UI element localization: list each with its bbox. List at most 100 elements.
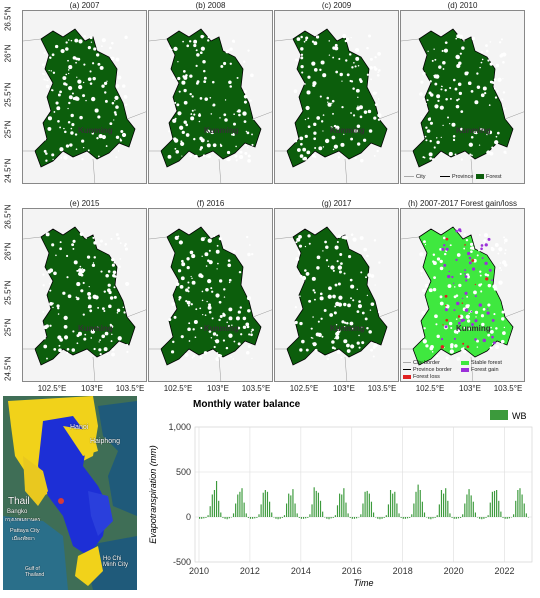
non-forest-patch: [316, 116, 320, 120]
non-forest-patch: [100, 66, 104, 70]
non-forest-patch: [204, 252, 208, 256]
non-forest-patch: [216, 250, 220, 254]
non-forest-patch: [301, 54, 303, 56]
non-forest-patch: [190, 113, 192, 115]
non-forest-patch: [76, 282, 80, 286]
non-forest-patch: [68, 86, 72, 90]
wb-bar: [441, 490, 442, 517]
non-forest-patch: [476, 72, 478, 74]
non-forest-patch: [49, 325, 51, 327]
non-forest-patch: [486, 150, 490, 154]
non-forest-patch: [194, 109, 195, 110]
city-label: Kunming: [456, 126, 491, 135]
map-panel: Kunming: [22, 10, 147, 184]
wb-bar: [464, 504, 465, 518]
satellite-water-balance-map: Hanoi Haiphong Thail Bangko กรุงเทพมหานค…: [3, 396, 137, 590]
non-forest-patch: [295, 257, 299, 261]
non-forest-patch: [83, 338, 86, 341]
non-forest-patch: [321, 60, 325, 64]
map-panel-title: (f) 2016: [148, 199, 273, 208]
label-thailand: Thail: [8, 496, 30, 507]
non-forest-patch: [436, 335, 439, 338]
non-forest-patch: [429, 157, 432, 160]
non-forest-patch: [68, 69, 70, 71]
non-forest-patch: [74, 39, 78, 43]
forest-gain-patch: [455, 259, 457, 261]
wb-bar: [509, 517, 510, 518]
map-panel-title: (c) 2009: [274, 1, 399, 10]
non-forest-patch: [114, 275, 117, 278]
wb-bar: [386, 515, 387, 517]
non-forest-patch: [490, 41, 492, 43]
non-forest-patch: [81, 158, 83, 160]
x-tick-label: 2022: [495, 566, 515, 576]
non-forest-patch: [298, 250, 300, 252]
non-forest-patch: [300, 65, 303, 68]
wb-bar: [354, 517, 355, 519]
non-forest-patch: [505, 153, 506, 154]
non-forest-patch: [434, 104, 438, 108]
non-forest-patch: [168, 47, 171, 50]
forest-gain-patch: [449, 271, 450, 272]
non-forest-patch: [299, 295, 301, 297]
non-forest-patch: [108, 305, 112, 309]
non-forest-patch: [66, 144, 69, 147]
non-forest-patch: [246, 236, 248, 238]
map-panel-svg: Kunming: [23, 11, 147, 184]
non-forest-patch: [472, 37, 475, 40]
non-forest-patch: [83, 314, 85, 316]
non-forest-patch: [469, 153, 471, 155]
longitude-tick-label: 103.5°E: [110, 384, 150, 393]
non-forest-patch: [105, 243, 108, 246]
non-forest-patch: [425, 139, 427, 141]
non-forest-patch: [429, 347, 433, 351]
forest-gain-patch: [469, 261, 472, 264]
non-forest-patch: [436, 141, 439, 144]
non-forest-patch: [69, 95, 73, 99]
non-forest-patch: [487, 303, 490, 306]
forest-gain-patch: [488, 238, 491, 241]
non-forest-patch: [341, 357, 343, 359]
legend-swatch: [490, 410, 508, 420]
non-forest-patch: [313, 123, 316, 126]
forest-loss-patch: [445, 305, 447, 307]
non-forest-patch: [458, 62, 461, 65]
wb-bar: [235, 504, 236, 518]
non-forest-patch: [182, 41, 184, 43]
non-forest-patch: [478, 249, 480, 251]
non-forest-patch: [112, 102, 115, 105]
wb-bar: [379, 517, 380, 519]
non-forest-patch: [340, 143, 344, 147]
non-forest-patch: [502, 304, 503, 305]
non-forest-patch: [248, 333, 250, 335]
non-forest-patch: [481, 62, 483, 64]
map-panel-title: (d) 2010: [400, 1, 525, 10]
forest-loss-patch: [442, 324, 443, 325]
non-forest-patch: [191, 276, 192, 277]
non-forest-patch: [181, 335, 184, 338]
non-forest-patch: [370, 58, 373, 61]
city-label: Kunming: [78, 126, 113, 135]
y-tick-label: 0: [186, 512, 191, 522]
wb-bar: [401, 517, 402, 518]
non-forest-patch: [495, 345, 499, 349]
non-forest-patch: [56, 304, 59, 307]
non-forest-patch: [193, 355, 195, 357]
non-forest-patch: [456, 105, 460, 109]
non-forest-patch: [67, 108, 68, 109]
non-forest-patch: [353, 62, 355, 64]
non-forest-patch: [111, 258, 114, 261]
city-label: Kunming: [78, 324, 113, 333]
non-forest-patch: [229, 316, 233, 320]
non-forest-patch: [44, 150, 47, 153]
non-forest-patch: [189, 93, 191, 95]
forest-gain-patch: [453, 309, 455, 311]
wb-bar: [439, 504, 440, 517]
non-forest-patch: [328, 355, 330, 357]
non-forest-patch: [79, 116, 83, 120]
non-forest-patch: [435, 323, 437, 325]
non-forest-patch: [185, 353, 189, 357]
wb-bar: [322, 512, 323, 517]
wb-bar: [456, 517, 457, 519]
non-forest-patch: [433, 261, 437, 265]
